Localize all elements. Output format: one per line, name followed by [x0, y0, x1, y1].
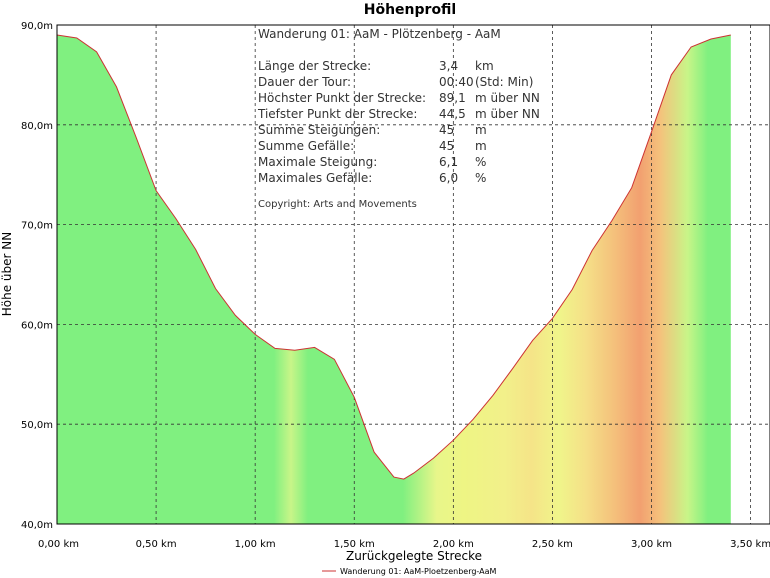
info-label: Maximales Gefälle:	[258, 171, 372, 185]
info-label: Tiefster Punkt der Strecke:	[257, 107, 417, 121]
legend: Wanderung 01: AaM-Ploetzenberg-AaM	[322, 567, 497, 576]
info-unit: (Std: Min)	[475, 75, 533, 89]
info-unit: km	[475, 59, 494, 73]
info-value: 44,5	[439, 107, 466, 121]
x-tick-label: 3,00 km	[631, 539, 672, 550]
info-value: 3,4	[439, 59, 458, 73]
x-tick-label: 0,00 km	[38, 539, 79, 550]
info-unit: m	[475, 123, 487, 137]
info-unit: m über NN	[475, 107, 540, 121]
info-unit: m über NN	[475, 91, 540, 105]
info-value: 6,1	[439, 155, 458, 169]
info-value: 6,0	[439, 171, 458, 185]
elevation-line	[56, 34, 731, 480]
y-tick-label: 80,0m	[21, 121, 53, 132]
info-value: 45	[439, 139, 454, 153]
x-tick-label: 1,00 km	[235, 539, 276, 550]
info-label: Höchster Punkt der Strecke:	[258, 91, 426, 105]
y-tick-label: 50,0m	[21, 420, 53, 431]
info-label: Summe Steigungen:	[258, 123, 380, 137]
info-label: Dauer der Tour:	[258, 75, 351, 89]
x-axis-label: Zurückgelegte Strecke	[346, 549, 482, 563]
y-axis: 40,0m 50,0m 60,0m 70,0m 80,0m 90,0m	[21, 21, 53, 531]
tour-info: Wanderung 01: AaM - Plötzenberg - AaM Lä…	[257, 27, 540, 210]
y-tick-label: 60,0m	[21, 320, 53, 331]
info-value: 00:40	[439, 75, 474, 89]
y-axis-label: Höhe über NN	[0, 232, 14, 316]
info-unit: %	[475, 171, 486, 185]
plot-frame	[56, 24, 770, 525]
x-tick-label: 2,50 km	[532, 539, 573, 550]
info-unit: %	[475, 155, 486, 169]
info-value: 45	[439, 123, 454, 137]
y-tick-label: 40,0m	[21, 520, 53, 531]
x-tick-label: 2,00 km	[433, 539, 474, 550]
y-tick-label: 70,0m	[21, 221, 53, 232]
x-axis: 0,00 km 0,50 km 1,00 km 1,50 km 2,00 km 2,50 …	[38, 539, 770, 550]
copyright-text: Copyright: Arts and Movements	[258, 199, 417, 210]
info-label: Summe Gefälle:	[258, 139, 354, 153]
legend-entry: Wanderung 01: AaM-Ploetzenberg-AaM	[340, 567, 497, 576]
y-tick-label: 90,0m	[21, 21, 53, 32]
x-tick-label: 3,50 km	[730, 539, 770, 550]
x-tick-label: 0,50 km	[136, 539, 177, 550]
info-value: 89,1	[439, 91, 466, 105]
info-label: Maximale Steigung:	[258, 155, 377, 169]
info-unit: m	[475, 139, 487, 153]
info-label: Länge der Strecke:	[258, 59, 371, 73]
elevation-area	[57, 35, 731, 524]
tour-name: Wanderung 01: AaM - Plötzenberg - AaM	[258, 27, 501, 41]
x-tick-label: 1,50 km	[334, 539, 375, 550]
chart-title: Höhenprofil	[364, 2, 456, 18]
